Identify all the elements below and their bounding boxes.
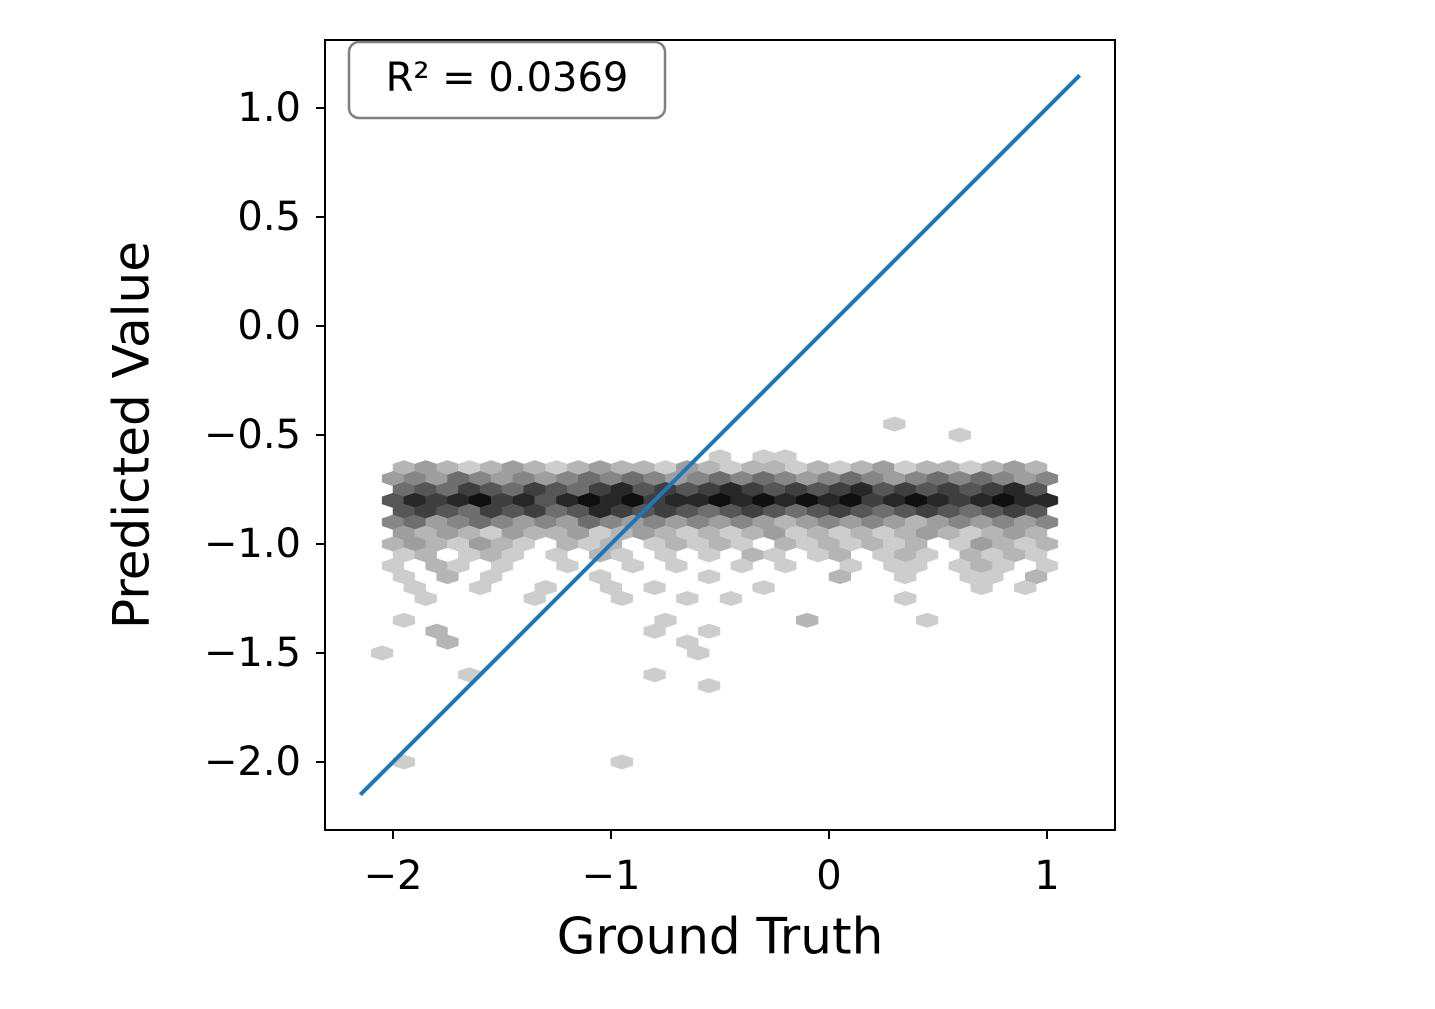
hex [556, 558, 579, 574]
hex [730, 558, 753, 574]
hex [523, 590, 546, 607]
annotation: R² = 0.0369 [386, 55, 629, 101]
hex [610, 590, 634, 607]
x-tick-label: 0 [816, 853, 841, 899]
hex [1014, 580, 1037, 596]
y-tick-label: −1.5 [204, 630, 301, 676]
hex [469, 580, 492, 596]
hex [436, 634, 459, 650]
hex [621, 558, 644, 574]
hex [828, 569, 852, 585]
y-tick-label: 0.5 [237, 194, 301, 240]
identity-line [358, 73, 1082, 797]
hex [687, 645, 710, 661]
hex [697, 569, 721, 585]
hex [752, 580, 775, 596]
hex [915, 612, 939, 628]
y-tick-label: 1.0 [237, 85, 301, 131]
hex [697, 623, 721, 639]
hex [719, 590, 743, 607]
hex [697, 547, 721, 563]
hex [894, 569, 917, 585]
y-axis-label: Predicted Value [103, 241, 161, 629]
hex [948, 427, 971, 443]
hex [643, 667, 666, 683]
y-tick-label: −0.5 [204, 412, 301, 458]
x-tick-label: −2 [364, 853, 423, 899]
hexbin [370, 416, 1059, 770]
hex [894, 590, 917, 607]
hex [970, 580, 993, 596]
hex [883, 416, 906, 432]
hex [370, 645, 394, 661]
hex [414, 590, 437, 607]
x-axis-label: Ground Truth [557, 908, 884, 966]
hex [643, 580, 666, 596]
hex [796, 612, 819, 628]
hex [610, 754, 634, 770]
y-tick-label: −1.0 [204, 521, 301, 567]
hex [436, 569, 459, 585]
hex [643, 623, 666, 639]
y-tick-label: −2.0 [204, 739, 301, 785]
annotation-box [347, 40, 667, 120]
hex [676, 590, 699, 607]
hex [774, 558, 797, 574]
x-tick-label: −1 [582, 853, 641, 899]
hex [697, 678, 721, 694]
y-tick-label: 0.0 [237, 303, 301, 349]
hex [392, 612, 416, 628]
hex [665, 558, 688, 574]
x-tick-label: 1 [1034, 853, 1059, 899]
